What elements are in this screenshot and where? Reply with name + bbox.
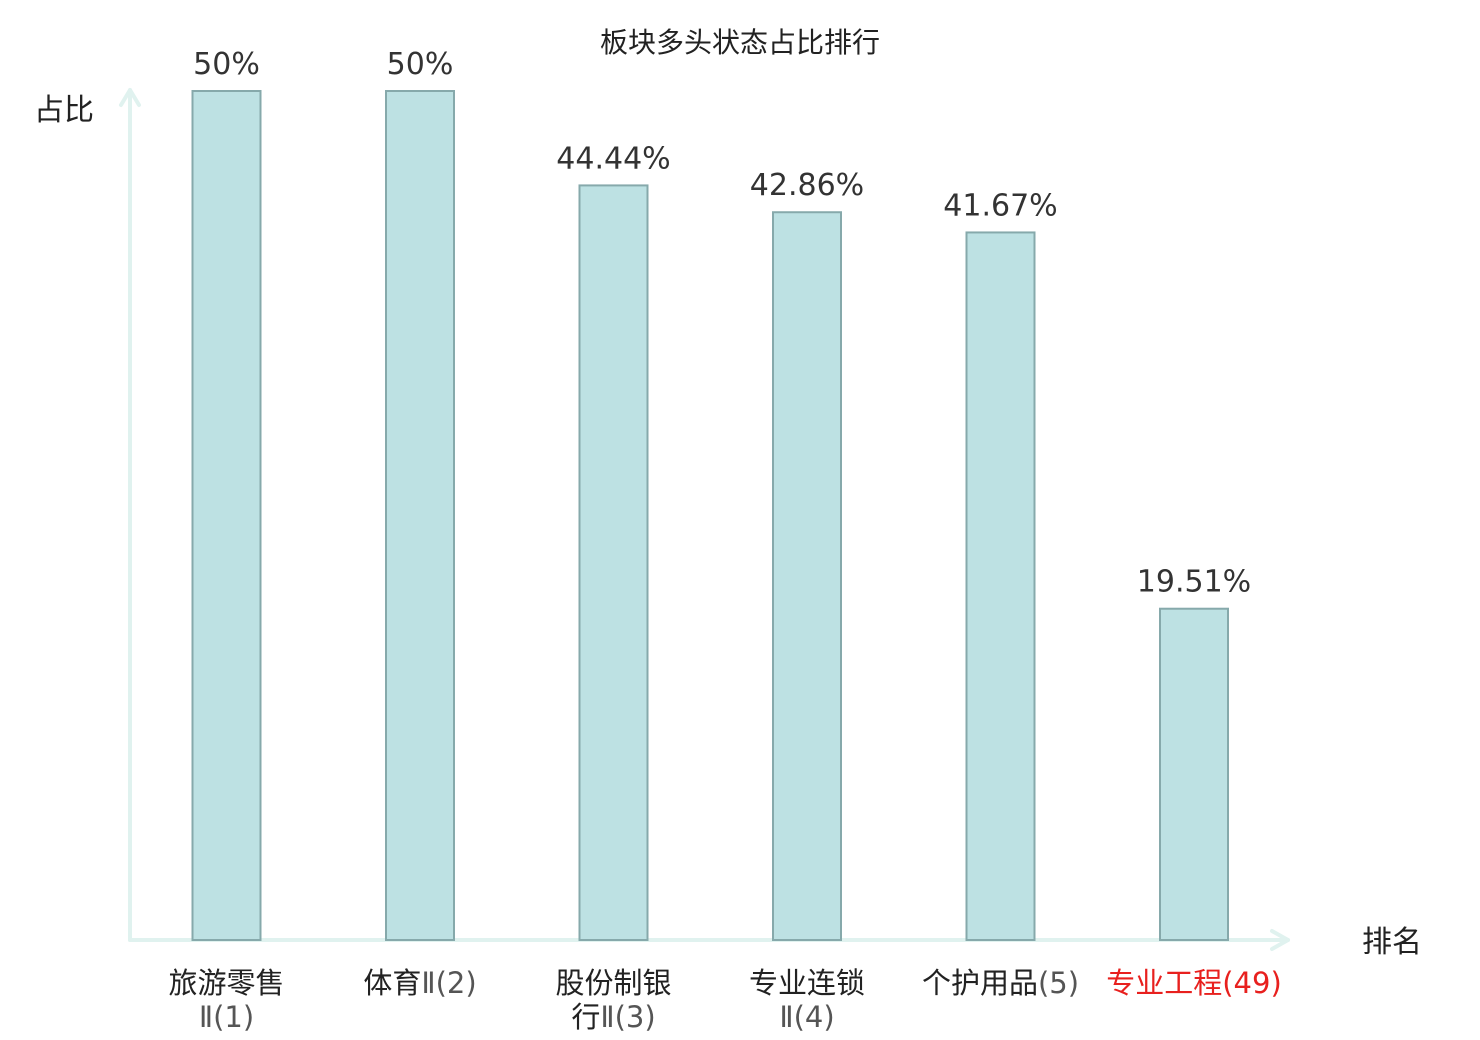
x-axis-arrow — [1270, 929, 1290, 951]
category-rank: Ⅱ(3) — [600, 1000, 655, 1034]
category-name: 个护用品 — [922, 966, 1038, 1000]
bar-4 — [772, 211, 842, 942]
axes — [119, 88, 1290, 951]
y-axis-label: 占比 — [34, 93, 94, 128]
value-label-1: 50% — [193, 47, 260, 82]
category-label-2-line-1: 体育Ⅱ(2) — [363, 966, 476, 1000]
value-label-6: 19.51% — [1137, 565, 1251, 600]
category-rank: Ⅱ(2) — [421, 966, 476, 1000]
value-label-5: 41.67% — [943, 188, 1057, 223]
category-label-1-line-2: Ⅱ(1) — [199, 1000, 254, 1034]
category-label-4-line-2: Ⅱ(4) — [779, 1000, 834, 1034]
category-name: 行 — [571, 1000, 600, 1034]
category-label-3-line-2: 行Ⅱ(3) — [571, 1000, 655, 1034]
y-axis-arrow — [119, 88, 141, 107]
value-label-2: 50% — [387, 47, 454, 82]
category-label-4-line-1: 专业连锁 — [749, 966, 865, 1000]
category-name: 专业工程 — [1106, 966, 1222, 1000]
category-label-6-line-1: 专业工程(49) — [1106, 966, 1282, 1000]
bar-3 — [578, 184, 649, 941]
category-rank: (49) — [1222, 966, 1282, 1000]
category-name: 股份制银 — [555, 966, 671, 1000]
category-rank: (5) — [1038, 966, 1079, 1000]
category-label-1-line-1: 旅游零售 — [168, 966, 284, 1000]
bar-1 — [191, 90, 262, 941]
category-name: 专业连锁 — [749, 966, 865, 1000]
bar-2 — [385, 90, 455, 941]
category-name: 体育 — [363, 966, 421, 1000]
category-rank: Ⅱ(4) — [779, 1000, 834, 1034]
x-axis-label: 排名 — [1362, 925, 1422, 960]
chart-title: 板块多头状态占比排行 — [600, 26, 880, 59]
value-labels-group: 50% 50% 44.44% 42.86% 41.67% 19.51% — [193, 47, 1251, 600]
category-name: 旅游零售 — [168, 966, 284, 1000]
bars-group — [191, 90, 1229, 942]
bar-6 — [1159, 607, 1229, 941]
category-label-3-line-1: 股份制银 — [555, 966, 671, 1000]
value-label-3: 44.44% — [556, 141, 670, 176]
category-label-5-line-1: 个护用品(5) — [922, 966, 1079, 1000]
category-rank: Ⅱ(1) — [199, 1000, 254, 1034]
value-label-4: 42.86% — [750, 168, 864, 203]
bar-5 — [965, 231, 1036, 941]
